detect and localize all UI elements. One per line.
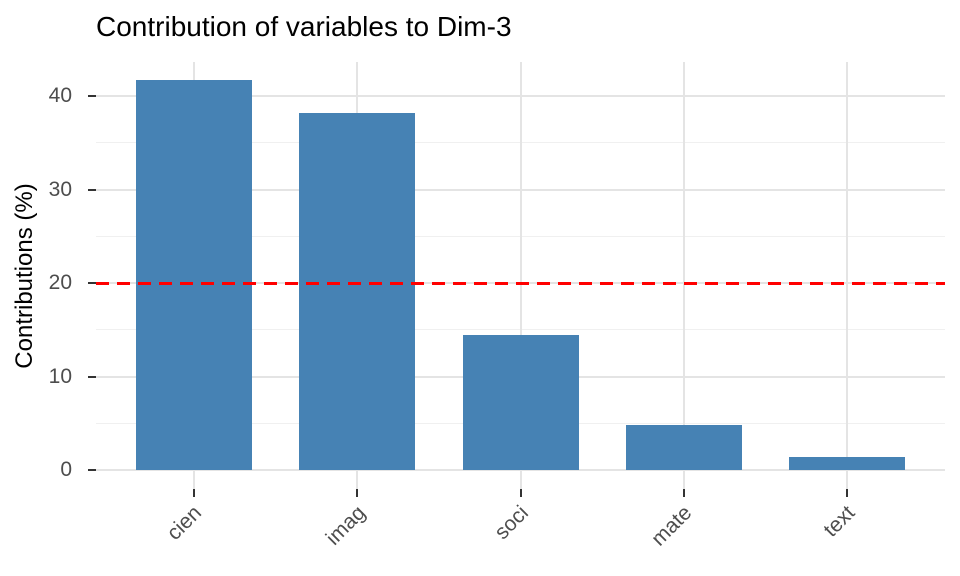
y-tick-label-40: 40	[48, 84, 72, 107]
gridline-x-mate	[682, 62, 685, 489]
bar-imag	[299, 112, 416, 470]
y-tick-40	[88, 95, 96, 97]
y-tick-label-0: 0	[60, 458, 72, 481]
x-tick-mate	[682, 489, 685, 497]
x-tick-cien	[192, 489, 195, 497]
bar-text	[789, 456, 906, 470]
y-tick-30	[88, 188, 96, 191]
y-tick-label-10: 10	[48, 364, 72, 388]
x-tick-label-imag: imag	[321, 501, 370, 550]
x-tick-soci	[519, 489, 522, 497]
y-tick-label-30: 30	[48, 177, 72, 201]
y-tick-20	[88, 282, 96, 284]
gridline-x-text	[846, 62, 849, 489]
x-tick-label-cien: cien	[163, 501, 207, 545]
y-tick-label-20: 20	[48, 271, 72, 294]
x-tick-label-text: text	[819, 501, 860, 542]
chart-title: Contribution of variables to Dim-3	[96, 11, 512, 42]
bar-soci	[462, 335, 579, 470]
bar-mate	[625, 425, 742, 470]
gridline-x-soci	[519, 62, 522, 489]
x-tick-imag	[356, 489, 359, 497]
y-tick-0	[88, 469, 96, 471]
y-tick-10	[88, 375, 96, 378]
x-tick-label-mate: mate	[647, 501, 697, 551]
x-tick-label-soci: soci	[490, 501, 534, 544]
bar-cien	[135, 80, 252, 470]
plot-panel	[96, 62, 945, 489]
x-tick-text	[846, 489, 849, 497]
reference-line	[96, 281, 945, 285]
